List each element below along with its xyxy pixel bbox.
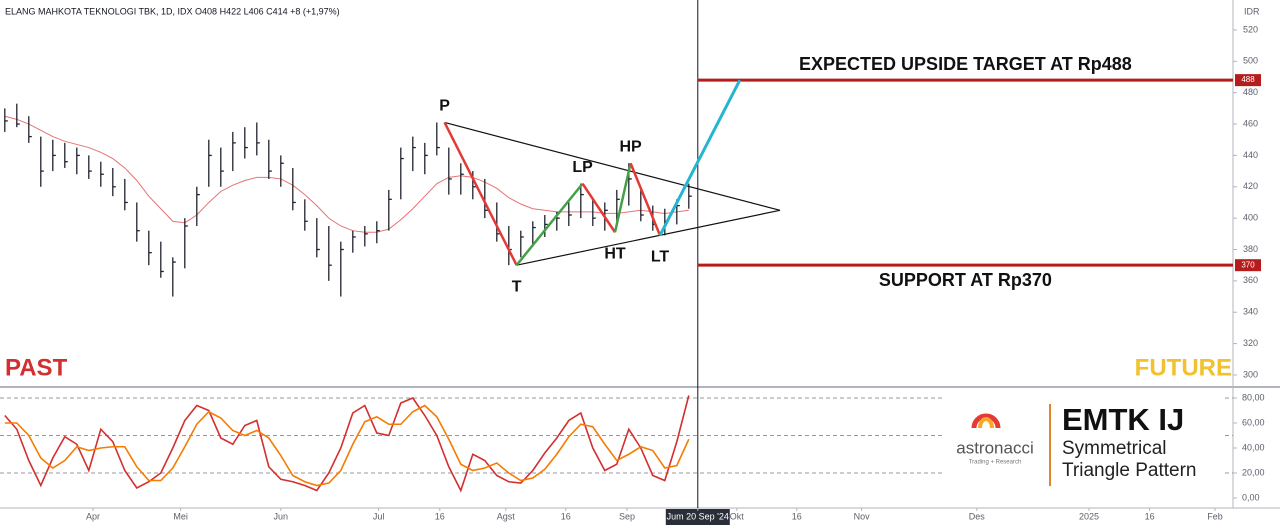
ticker: EMTK IJ (1062, 402, 1184, 437)
logo-text: astronacci (956, 438, 1033, 457)
y-tick-label: 400 (1243, 213, 1258, 223)
x-tick-label: Mei (173, 511, 188, 521)
level-badge-label: 488 (1241, 75, 1255, 84)
pattern-name: Triangle Pattern (1062, 460, 1196, 481)
x-tick-label: 2025 (1079, 511, 1099, 521)
wave-segment (515, 182, 584, 266)
triangle-line (516, 209, 781, 266)
y-tick-label: 480 (1243, 87, 1258, 97)
logo-icon (971, 413, 1001, 429)
y-tick-label: 60,00 (1242, 417, 1265, 427)
level-label: SUPPORT AT Rp370 (879, 270, 1052, 290)
wave-segment (629, 162, 662, 236)
y-tick-label: 520 (1243, 24, 1258, 34)
pattern-label: P (439, 98, 450, 115)
y-tick-label: 20,00 (1242, 467, 1265, 477)
x-tick-label: 16 (1145, 511, 1155, 521)
level-label: EXPECTED UPSIDE TARGET AT Rp488 (799, 54, 1132, 74)
wave-segment (443, 121, 518, 266)
logo-tagline: Trading + Research (969, 460, 1022, 466)
currency: IDR (1244, 6, 1260, 16)
wave-segment (581, 182, 617, 233)
x-tick-label: Jum 20 Sep '24 (667, 511, 729, 521)
x-tick-highlight (665, 509, 730, 525)
x-tick-label: Jul (373, 511, 385, 521)
future-label: FUTURE (1135, 354, 1232, 381)
x-tick-label: 16 (435, 511, 445, 521)
y-tick-label: 460 (1243, 118, 1258, 128)
y-tick-label: 0,00 (1242, 492, 1260, 502)
y-tick-label: 80,00 (1242, 392, 1265, 402)
pattern-label: HT (604, 245, 626, 262)
y-tick-label: 360 (1243, 275, 1258, 285)
y-tick-label: 340 (1243, 307, 1258, 317)
pattern-label: LP (572, 159, 593, 176)
x-tick-label: Okt (730, 511, 745, 521)
y-tick-label: 440 (1243, 150, 1258, 160)
wave-segment (613, 162, 632, 233)
x-tick-label: Agst (497, 511, 516, 521)
oscillator-line (4, 395, 690, 493)
level-badge-label: 370 (1241, 260, 1255, 269)
y-tick-label: 380 (1243, 244, 1258, 254)
y-tick-label: 300 (1243, 369, 1258, 379)
y-tick-label: 40,00 (1242, 442, 1265, 452)
x-tick-label: Sep (619, 511, 635, 521)
x-tick-label: Des (969, 511, 986, 521)
projection-line (658, 79, 742, 237)
x-tick-label: 16 (561, 511, 571, 521)
x-tick-label: Jun (274, 511, 289, 521)
moving-average (4, 115, 689, 233)
y-tick-label: 420 (1243, 181, 1258, 191)
past-label: PAST (5, 354, 68, 381)
pattern-label: HP (619, 138, 642, 155)
oscillator-line (4, 404, 690, 487)
triangle-line (444, 121, 781, 211)
pattern-label: T (512, 278, 522, 295)
y-tick-label: 320 (1243, 338, 1258, 348)
x-tick-label: Apr (86, 511, 100, 521)
logo-icon (978, 417, 994, 429)
x-tick-label: 16 (792, 511, 802, 521)
x-tick-label: Nov (854, 511, 871, 521)
logo-background (945, 395, 1225, 495)
pattern-name: Symmetrical (1062, 438, 1167, 459)
ticker-info: ELANG MAHKOTA TEKNOLOGI TBK, 1D, IDX O40… (5, 6, 340, 16)
level-badge (1235, 259, 1261, 272)
x-tick-label: Feb (1207, 511, 1223, 521)
level-badge (1235, 74, 1261, 87)
pattern-label: LT (651, 249, 670, 266)
y-tick-label: 500 (1243, 56, 1258, 66)
